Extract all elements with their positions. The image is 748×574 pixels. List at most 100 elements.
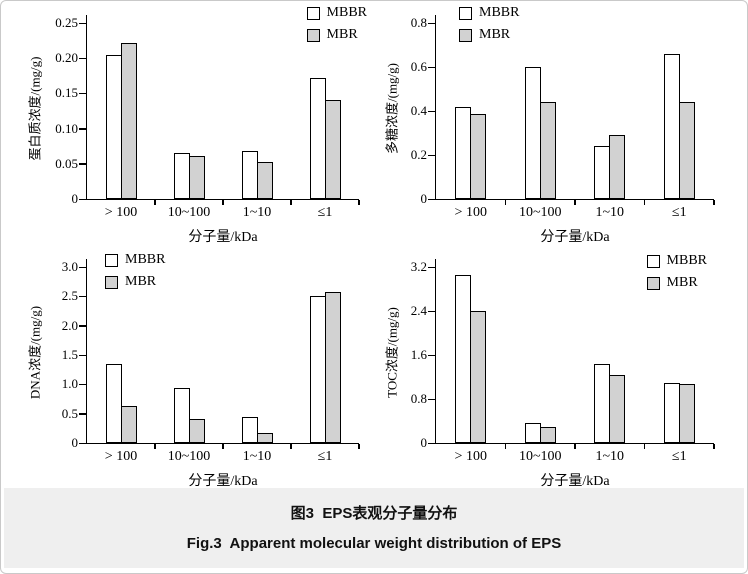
bar-group bbox=[87, 267, 155, 443]
bar-mbbr bbox=[105, 363, 122, 443]
y-axis-tick bbox=[79, 325, 86, 327]
y-tick-label: 0 bbox=[420, 435, 428, 450]
legend-item: MBR bbox=[306, 27, 367, 42]
x-axis-tick bbox=[290, 444, 292, 449]
legend-label: MBBR bbox=[125, 252, 166, 267]
legend-swatch-mbr bbox=[459, 28, 472, 42]
bar-mbbr bbox=[663, 53, 680, 199]
bar-mbr bbox=[678, 102, 695, 199]
chart-polysaccharide-concentration: 多糖浓度/(mg/g) 0 0.2 0.4 0.6 0.8 > 100 10~100 1~10 ≤… bbox=[375, 1, 747, 245]
caption-english: Fig.3 Apparent molecular weight distribu… bbox=[186, 535, 562, 552]
x-axis-tick bbox=[504, 200, 506, 205]
bar-group bbox=[645, 267, 715, 443]
y-tick-label: 0.5 bbox=[61, 405, 78, 421]
category-label: > 100 bbox=[454, 205, 487, 220]
y-tick-label: 2.5 bbox=[61, 288, 78, 304]
legend-item: MBR bbox=[459, 28, 519, 42]
y-axis-tick bbox=[428, 398, 435, 400]
bar-mbbr bbox=[663, 383, 680, 443]
bar-mbr bbox=[470, 311, 487, 443]
bar-group bbox=[645, 23, 715, 199]
bar-mbbr bbox=[594, 146, 611, 199]
y-axis-tick bbox=[428, 110, 435, 112]
bar-mbbr bbox=[309, 77, 326, 199]
bar-group bbox=[87, 23, 155, 199]
legend-label: MBBR bbox=[326, 5, 367, 20]
y-axis-tick bbox=[428, 310, 435, 312]
y-tick-label: 1.0 bbox=[61, 376, 78, 392]
y-axis-tick bbox=[428, 22, 435, 24]
bar-mbbr bbox=[524, 67, 541, 199]
y-axis-tick bbox=[79, 354, 86, 356]
y-axis-tick bbox=[428, 266, 435, 268]
bar-mbr bbox=[256, 433, 273, 443]
bar-mbr bbox=[609, 375, 626, 443]
chart-toc-concentration: TOC浓度/(mg/g) 0 0.8 1.6 2.4 3.2 > 100 10~100 1~10… bbox=[375, 245, 747, 489]
x-axis-tick bbox=[358, 444, 360, 449]
category-label: 10~100 bbox=[167, 449, 211, 464]
y-axis-tick bbox=[79, 57, 86, 60]
y-tick-label: 0.10 bbox=[55, 120, 78, 136]
y-axis-tick bbox=[79, 266, 86, 268]
bar-group bbox=[223, 267, 291, 443]
y-axis-tick bbox=[428, 66, 435, 68]
legend-swatch-mbbr bbox=[105, 253, 118, 267]
y-tick-label: 0 bbox=[71, 435, 79, 450]
x-axis-tick bbox=[154, 444, 156, 449]
y-tick-label: 0.05 bbox=[55, 155, 78, 171]
y-axis-tick bbox=[79, 413, 86, 415]
y-axis-tick bbox=[428, 354, 435, 356]
category-label: > 100 bbox=[104, 205, 138, 220]
bar-mbr bbox=[470, 114, 487, 199]
category-label: ≤1 bbox=[671, 205, 687, 220]
bar-mbr bbox=[678, 383, 695, 443]
y-tick-label: 1.6 bbox=[410, 347, 427, 362]
legend: MBBR MBR bbox=[306, 5, 367, 42]
category-label: 1~10 bbox=[242, 205, 272, 220]
plot-area: 0 0.5 1.0 1.5 2.0 2.5 3.0 > 100 10~100 1~10 ≤1 分子量/… bbox=[62, 259, 360, 489]
plot-area: 0 0.2 0.4 0.6 0.8 > 100 10~100 1~10 ≤1 分子量/kDa bbox=[411, 15, 715, 245]
bar-group bbox=[155, 23, 223, 199]
plot-scale: 0 0.5 1.0 1.5 2.0 2.5 3.0 bbox=[62, 259, 359, 450]
y-axis-tick bbox=[428, 198, 435, 200]
y-axis-tick bbox=[79, 92, 86, 95]
charts-grid: 蛋白质浓度/(mg/g) 0 0.05 0.10 0.15 0.20 0.25 > 100 10… bbox=[1, 1, 747, 489]
bar-mbbr bbox=[455, 106, 472, 199]
legend-swatch-mbr bbox=[105, 275, 118, 289]
y-tick-label: 2.0 bbox=[61, 317, 78, 333]
y-tick-label: 0.8 bbox=[410, 15, 427, 30]
y-axis-label: DNA浓度/(mg/g) bbox=[27, 305, 43, 400]
x-axis-tick bbox=[154, 200, 156, 205]
x-axis-tick bbox=[222, 444, 224, 449]
legend-label: MBR bbox=[326, 27, 358, 42]
category-label: 1~10 bbox=[595, 449, 625, 464]
x-axis-label: 分子量/kDa bbox=[540, 230, 610, 245]
x-axis-label: 分子量/kDa bbox=[540, 474, 610, 489]
x-axis-label: 分子量/kDa bbox=[188, 230, 258, 245]
plot-scale: 0 0.2 0.4 0.6 0.8 bbox=[411, 15, 715, 206]
y-tick-label: 0 bbox=[420, 191, 428, 206]
legend: MBBR MBR bbox=[646, 254, 707, 290]
bar-mbr bbox=[256, 161, 273, 199]
y-axis-tick bbox=[79, 163, 86, 165]
plot-area: 0 0.05 0.10 0.15 0.20 0.25 > 100 10~100 1~10 ≤1 分子… bbox=[55, 15, 360, 245]
y-axis-tick bbox=[428, 442, 435, 444]
legend-swatch-mbbr bbox=[306, 6, 320, 20]
figure-caption: 图3 EPS表观分子量分布 Fig.3 Apparent molecular w… bbox=[4, 488, 744, 568]
bar-mbr bbox=[539, 102, 556, 199]
legend-item: MBBR bbox=[105, 253, 165, 267]
category-label: ≤1 bbox=[317, 205, 333, 220]
y-axis-label: 蛋白质浓度/(mg/g) bbox=[27, 56, 43, 161]
bar-mbbr bbox=[173, 153, 190, 199]
bar-mbr bbox=[120, 42, 137, 199]
legend-item: MBR bbox=[105, 275, 165, 289]
bar-group bbox=[291, 23, 359, 199]
bar-mbbr bbox=[241, 151, 258, 199]
legend-label: MBBR bbox=[479, 5, 520, 20]
bar-mbbr bbox=[173, 388, 190, 443]
y-axis-tick bbox=[79, 22, 86, 24]
bar-group bbox=[575, 23, 645, 199]
category-label: 10~100 bbox=[167, 205, 211, 220]
y-tick-label: 1.5 bbox=[61, 347, 78, 362]
plot-area: 0 0.8 1.6 2.4 3.2 > 100 10~100 1~10 ≤1 分子量/kDa bbox=[411, 259, 715, 489]
